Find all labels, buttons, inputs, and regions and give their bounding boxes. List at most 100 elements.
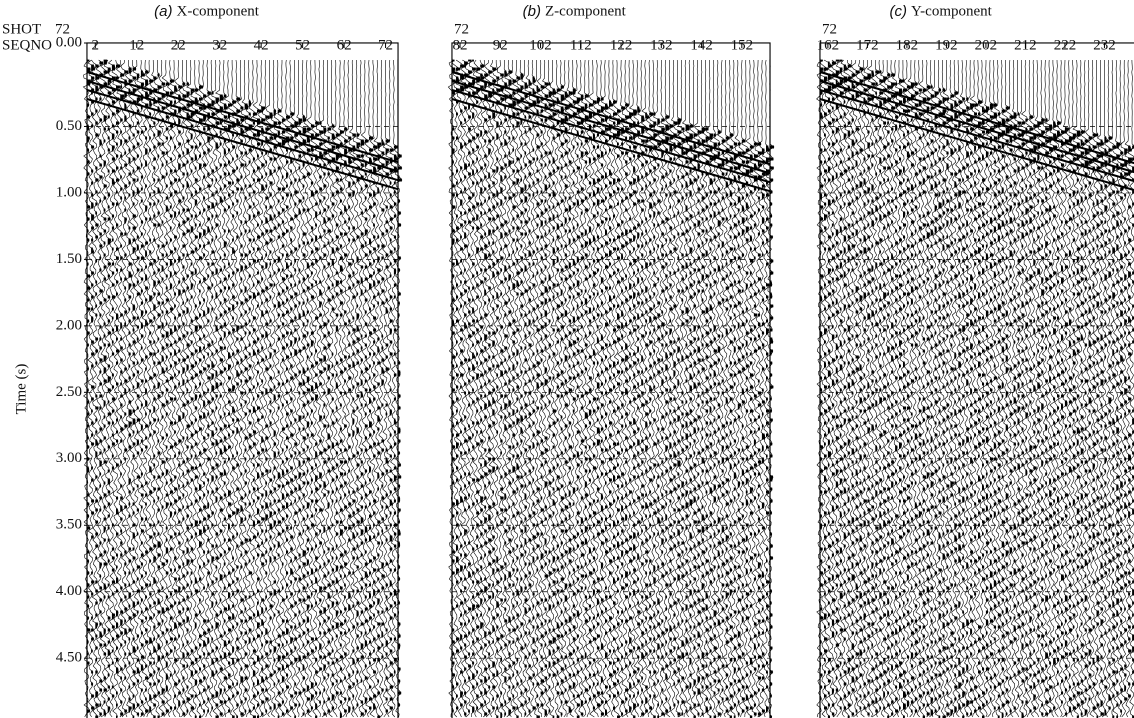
trace — [468, 60, 476, 717]
panel-letter: (a) — [154, 3, 172, 20]
trace-fill — [661, 119, 665, 716]
traces — [448, 59, 774, 718]
trace-fill — [617, 110, 621, 718]
trace-fill — [657, 119, 661, 718]
panel-title: Z-component — [545, 3, 627, 19]
trace — [179, 60, 187, 717]
trace-fill — [216, 98, 220, 718]
trace — [871, 60, 879, 717]
y-tick-label: 2.00 — [56, 317, 82, 333]
shot-number: 72 — [454, 21, 469, 37]
trace — [199, 60, 206, 717]
trace — [203, 60, 211, 717]
trace — [702, 60, 710, 717]
trace-fill — [456, 68, 460, 710]
trace-fill — [488, 71, 492, 713]
trace — [1101, 60, 1109, 717]
y-tick-label: 3.00 — [56, 450, 82, 466]
trace — [678, 60, 686, 717]
trace-fill — [158, 74, 162, 718]
trace — [501, 60, 508, 717]
trace-fill — [915, 83, 919, 713]
trace — [947, 60, 955, 717]
trace-fill — [224, 95, 228, 704]
trace-fill — [1077, 131, 1081, 718]
trace-fill — [261, 107, 265, 716]
trace — [525, 60, 533, 717]
y-axis-label: Time (s) — [13, 364, 29, 415]
trace — [911, 60, 919, 717]
trace-fill — [864, 77, 868, 710]
trace — [116, 60, 124, 717]
trace-fill — [1097, 134, 1101, 718]
trace-fill — [895, 83, 899, 713]
trace — [100, 60, 108, 717]
trace-fill — [249, 101, 253, 713]
trace — [541, 60, 549, 717]
trace-fill — [698, 131, 702, 716]
trace-fill — [1116, 143, 1120, 718]
trace-fill — [348, 137, 352, 713]
trace-fill — [357, 134, 361, 707]
trace — [464, 60, 472, 717]
trace — [545, 60, 553, 717]
shot-number: 72 — [822, 21, 837, 37]
trace-fill — [174, 86, 177, 710]
y-tick-label: 1.00 — [56, 184, 82, 200]
trace — [754, 60, 762, 717]
trace-fill — [605, 104, 609, 716]
trace-fill — [328, 128, 332, 713]
trace — [241, 60, 249, 717]
trace — [641, 60, 649, 717]
shot-label: SHOT — [2, 21, 41, 37]
event — [452, 72, 770, 164]
trace — [141, 60, 149, 717]
trace-fill — [645, 113, 649, 713]
trace-fill — [476, 68, 480, 710]
trace-fill — [962, 98, 966, 718]
trace-fill — [472, 59, 476, 713]
trace — [1045, 60, 1053, 717]
panel-title: X-component — [177, 3, 260, 19]
trace — [220, 60, 228, 717]
trace-fill — [633, 110, 637, 718]
trace-fill — [994, 104, 998, 710]
trace — [581, 60, 589, 717]
trace-fill — [943, 89, 947, 718]
trace — [852, 60, 860, 717]
trace-fill — [1089, 137, 1093, 701]
traces — [817, 59, 1134, 718]
event — [87, 99, 398, 189]
figure: (a)X-component72SHOTSEQNO212223242526272… — [0, 0, 1134, 718]
trace-fill — [665, 116, 669, 713]
y-tick-label: 4.50 — [56, 650, 82, 666]
trace — [484, 60, 492, 717]
trace-fill — [903, 80, 907, 718]
trace-fill — [887, 74, 891, 718]
y-tick-label: 1.50 — [56, 251, 82, 267]
trace-fill — [553, 89, 557, 718]
panel-letter: (b) — [523, 3, 541, 20]
trace-fill — [585, 95, 589, 704]
trace-fill — [1065, 128, 1069, 716]
y-tick-label: 0.50 — [56, 118, 82, 134]
y-tick-label: 4.00 — [56, 583, 82, 599]
trace-fill — [307, 128, 311, 713]
panel-title: Y-component — [911, 3, 993, 19]
trace — [927, 60, 935, 717]
trace-fill — [734, 143, 738, 718]
y-tick-label: 3.50 — [56, 517, 82, 533]
trace-fill — [641, 116, 645, 716]
panel-letter: (c) — [890, 3, 908, 20]
trace — [521, 60, 529, 717]
trace — [832, 60, 840, 717]
y-tick-label: 2.50 — [56, 384, 82, 400]
y-tick-label: 0.00 — [56, 34, 82, 50]
trace — [601, 60, 609, 717]
trace — [561, 60, 569, 717]
trace-fill — [120, 74, 124, 716]
trace — [698, 60, 706, 717]
trace-fill — [340, 131, 344, 718]
seqno-label: SEQNO — [2, 37, 52, 53]
trace-fill — [203, 95, 206, 713]
